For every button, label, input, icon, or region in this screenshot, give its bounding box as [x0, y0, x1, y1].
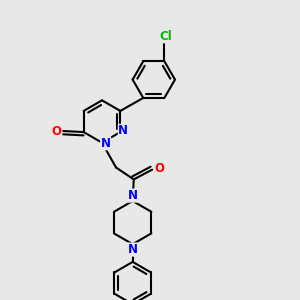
- Text: O: O: [52, 124, 61, 137]
- Text: N: N: [128, 243, 138, 256]
- Text: O: O: [154, 162, 165, 175]
- Text: Cl: Cl: [160, 30, 172, 43]
- Text: N: N: [100, 137, 111, 150]
- Text: N: N: [128, 189, 138, 202]
- Text: N: N: [118, 124, 128, 137]
